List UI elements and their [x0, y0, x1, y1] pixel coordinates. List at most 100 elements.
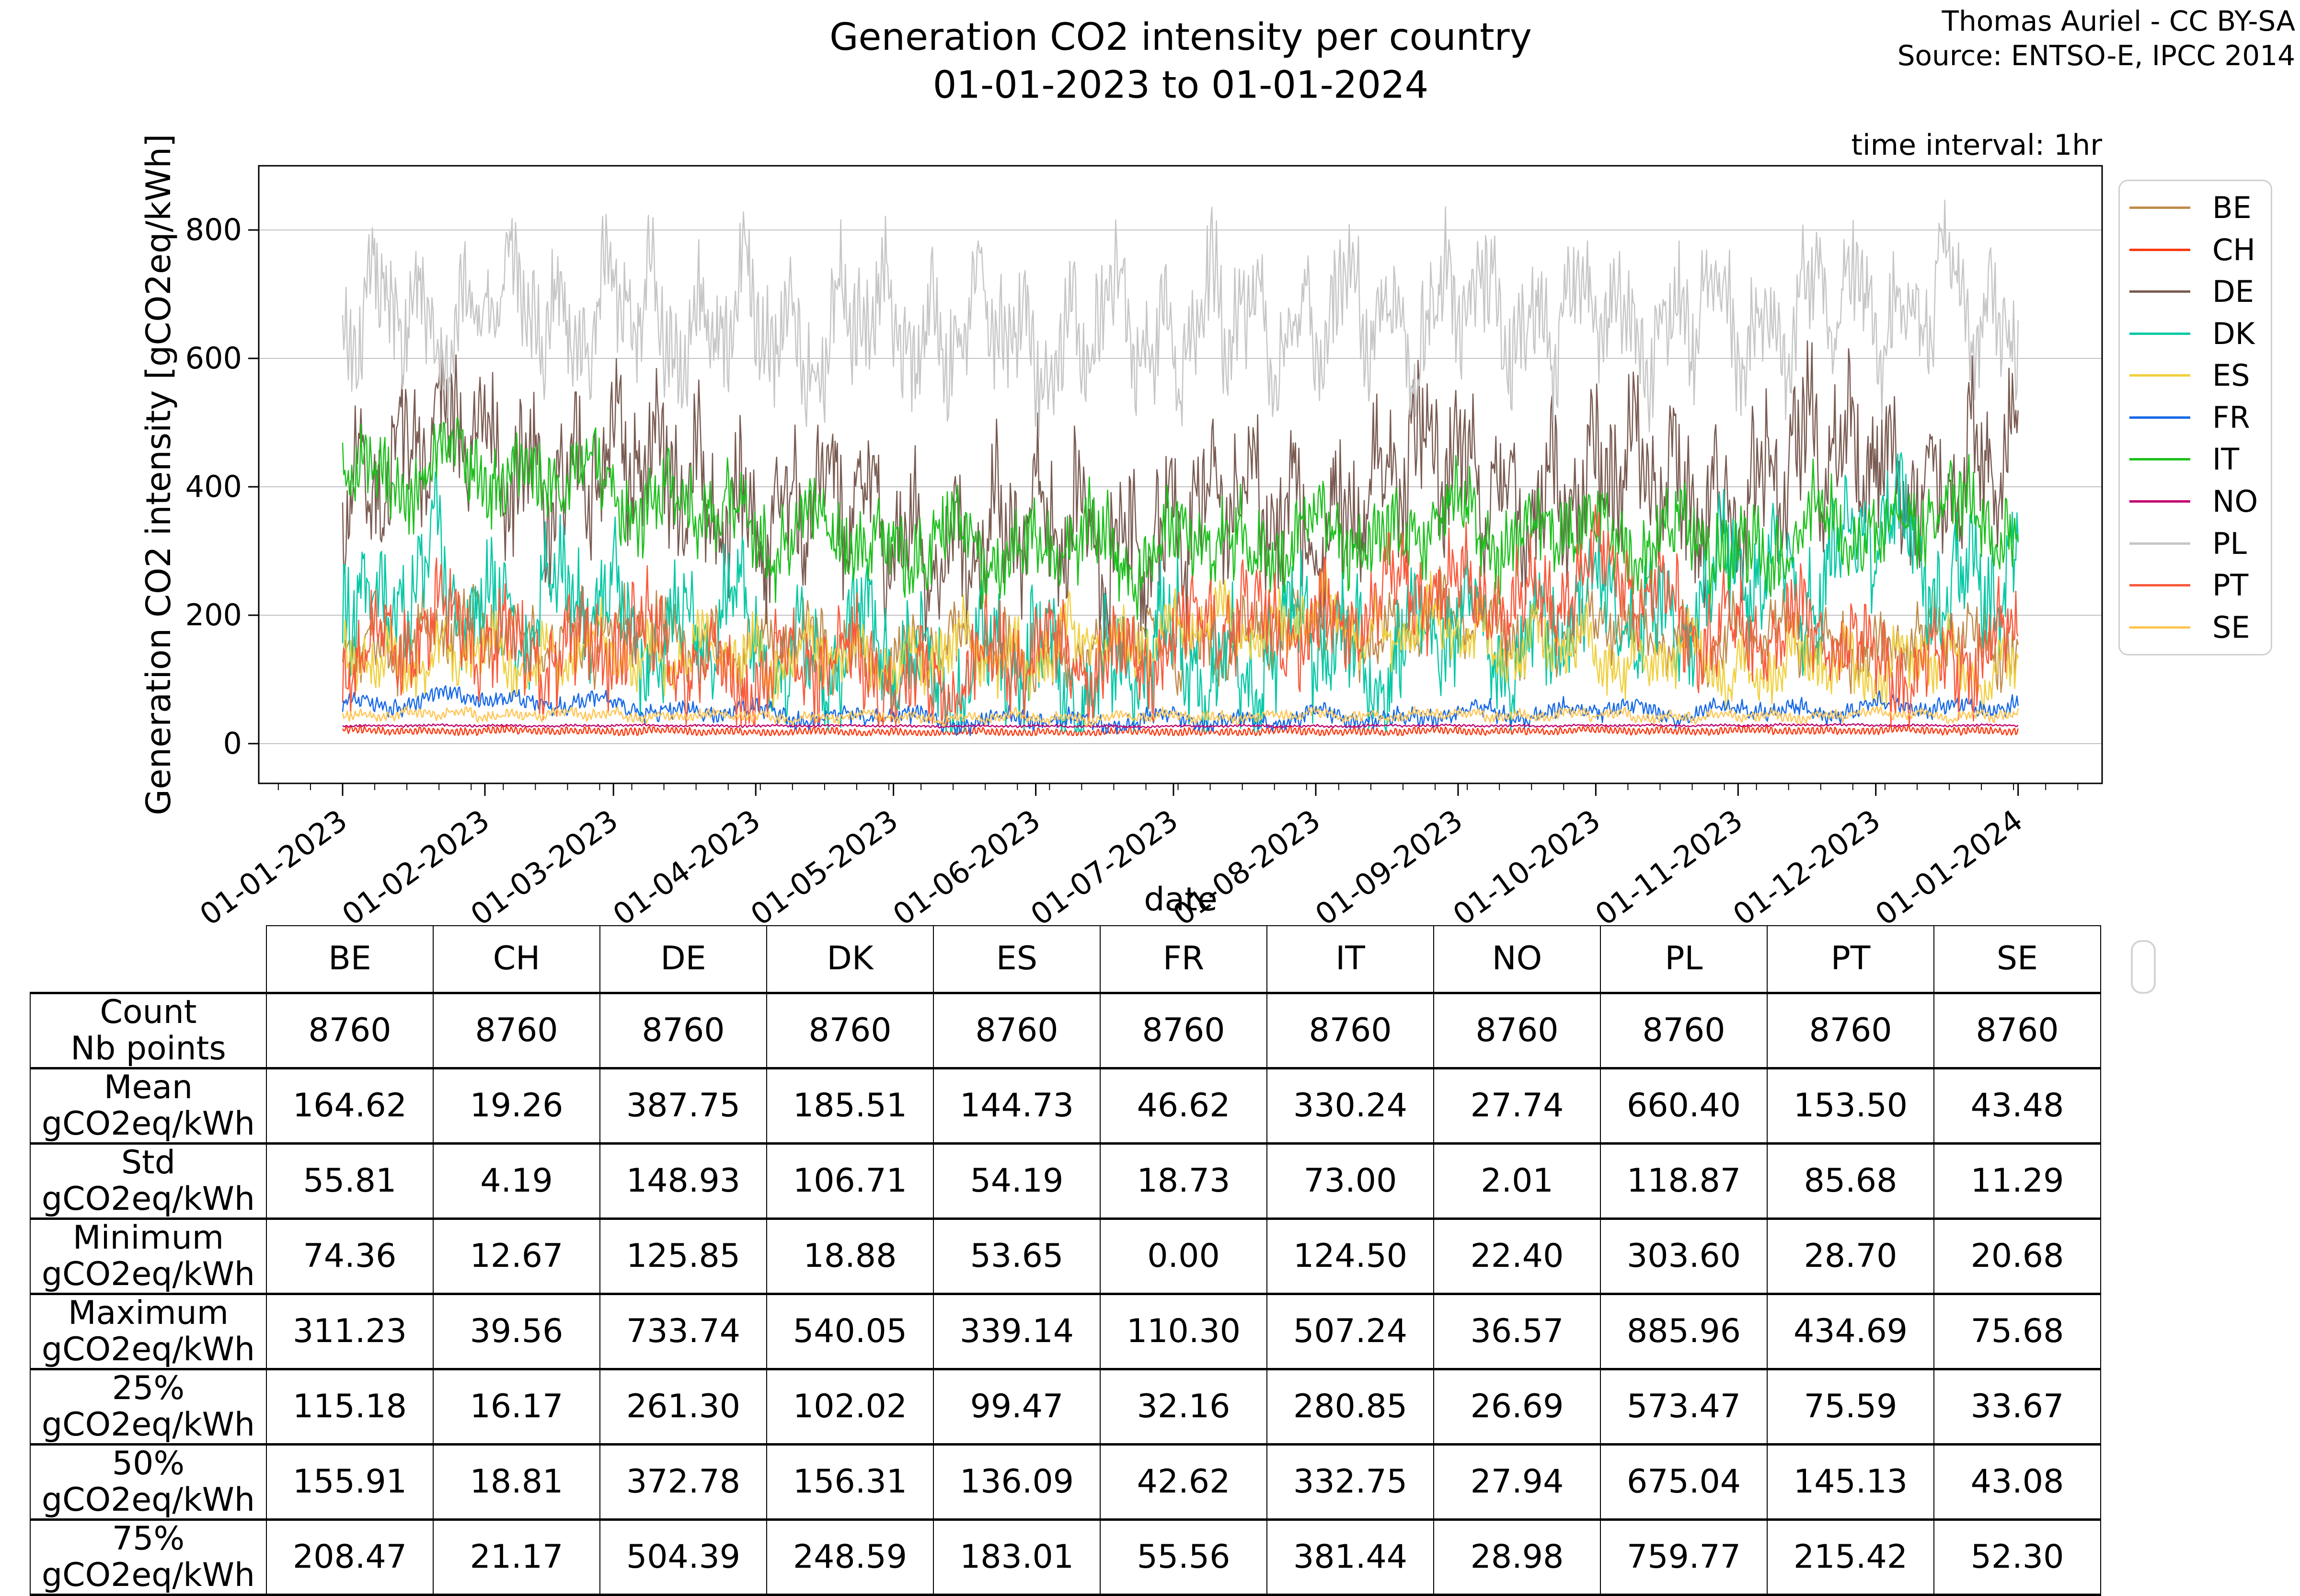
table-row: 50% gCO2eq/kWh 155.91 18.81 372.78 156.31 136.…: [30, 1443, 2101, 1521]
legend-item-DE: DE: [2120, 274, 2271, 309]
table-cell: 20.68: [1933, 1217, 2101, 1295]
legend-label: SE: [2212, 609, 2250, 645]
x-tick-label: 01-04-2023: [607, 803, 767, 932]
table-cell: 540.05: [766, 1292, 934, 1370]
x-tick-label: 01-12-2023: [1726, 803, 1886, 932]
table-cell: 18.81: [433, 1443, 600, 1521]
x-axis-ticks: 01-01-202301-02-202301-03-202301-04-2023…: [193, 783, 2079, 932]
table-cell: 43.08: [1933, 1443, 2101, 1521]
table-cell: 8760: [1100, 991, 1267, 1069]
legend-label: DK: [2212, 316, 2255, 351]
table-cell: 759.77: [1600, 1518, 1768, 1596]
legend-line-sample-DK: [2129, 332, 2190, 335]
table-cell: 54.19: [933, 1142, 1101, 1220]
row-label-line: gCO2eq/kWh: [41, 1180, 255, 1218]
series-lines: [342, 199, 2019, 736]
legend-item-NO: NO: [2120, 484, 2271, 519]
table-cell: 303.60: [1600, 1217, 1768, 1295]
row-label-line: Count: [100, 993, 197, 1031]
table-cell: 183.01: [933, 1518, 1101, 1596]
table-row: Mean gCO2eq/kWh 164.62 19.26 387.75 185.51 144…: [30, 1067, 2101, 1145]
table-cell: 145.13: [1767, 1443, 1934, 1521]
table-row: Maximum gCO2eq/kWh 311.23 39.56 733.74 540.05…: [30, 1292, 2101, 1370]
x-tick-label: 01-09-2023: [1309, 803, 1469, 932]
table-cell: 8760: [266, 991, 434, 1069]
legend-item-BE: BE: [2120, 190, 2271, 225]
table-cell: 2.01: [1433, 1142, 1601, 1220]
table-cell: 372.78: [599, 1443, 767, 1521]
table-cell: 11.29: [1933, 1142, 2101, 1220]
table-header-row: BE CH DE DK ES FR IT NO PL PT SE: [30, 925, 2101, 994]
table-row: Minimum gCO2eq/kWh 74.36 12.67 125.85 18.88 53…: [30, 1217, 2101, 1295]
series-line-DE: [342, 340, 2019, 664]
x-tick-label: 01-01-2024: [1869, 803, 2029, 932]
series-line-PL: [342, 199, 2019, 439]
x-tick-label: 01-11-2023: [1589, 803, 1749, 932]
table-cell: 248.59: [766, 1518, 934, 1596]
table-cell: 42.62: [1100, 1443, 1267, 1521]
table-cell: 22.40: [1433, 1217, 1601, 1295]
table-cell: 124.50: [1266, 1217, 1434, 1295]
legend-line-sample-BE: [2129, 207, 2190, 209]
row-label: Maximum gCO2eq/kWh: [30, 1292, 267, 1370]
column-header-CH: CH: [433, 925, 600, 994]
table-cell: 99.47: [933, 1367, 1101, 1446]
legend-label: PT: [2212, 568, 2249, 603]
legend-item-IT: IT: [2120, 442, 2271, 477]
table-cell: 504.39: [599, 1518, 767, 1596]
row-label: 25% gCO2eq/kWh: [30, 1367, 267, 1446]
attribution: Thomas Auriel - CC BY-SA Source: ENTSO-E…: [1898, 4, 2295, 73]
table-cell: 8760: [1767, 991, 1934, 1069]
corner-rounded-box: [2131, 940, 2156, 994]
column-header-DK: DK: [766, 925, 934, 994]
table-cell: 53.65: [933, 1217, 1101, 1295]
table-row: 25% gCO2eq/kWh 115.18 16.17 261.30 102.02 99.4…: [30, 1367, 2101, 1446]
table-cell: 330.24: [1266, 1067, 1434, 1145]
table-cell: 339.14: [933, 1292, 1101, 1370]
row-label: 50% gCO2eq/kWh: [30, 1443, 267, 1521]
x-tick-label: 01-10-2023: [1447, 803, 1607, 932]
table-cell: 208.47: [266, 1518, 434, 1596]
table-cell: 8760: [766, 991, 934, 1069]
table-cell: 75.68: [1933, 1292, 2101, 1370]
table-cell: 8760: [1433, 991, 1601, 1069]
x-tick-label: 01-06-2023: [886, 803, 1046, 932]
legend-label: FR: [2212, 400, 2250, 435]
legend-item-SE: SE: [2120, 610, 2271, 645]
table-cell: 55.81: [266, 1142, 434, 1220]
table-cell: 733.74: [599, 1292, 767, 1370]
time-interval-label: time interval: 1hr: [1851, 128, 2102, 162]
table-row: Std gCO2eq/kWh 55.81 4.19 148.93 106.71 54.19 1…: [30, 1142, 2101, 1220]
table-cell: 118.87: [1600, 1142, 1768, 1220]
table-cell: 4.19: [433, 1142, 600, 1220]
table-cell: 381.44: [1266, 1518, 1434, 1596]
figure-canvas: { "title": { "line1": "Generation CO2 in…: [30, 4, 2295, 1596]
y-tick-label: 200: [185, 597, 242, 632]
table-cell: 27.74: [1433, 1067, 1601, 1145]
y-tick-label: 600: [185, 341, 242, 376]
row-label-line: gCO2eq/kWh: [41, 1481, 255, 1519]
table-cell: 261.30: [599, 1367, 767, 1446]
column-header-ES: ES: [933, 925, 1101, 994]
table-cell: 8760: [1266, 991, 1434, 1069]
y-tick-label: 0: [223, 726, 242, 761]
table-cell: 27.94: [1433, 1443, 1601, 1521]
y-tick-label: 800: [185, 212, 242, 247]
table-cell: 115.18: [266, 1367, 434, 1446]
table-cell: 164.62: [266, 1067, 434, 1145]
series-line-IT: [342, 417, 2019, 620]
table-cell: 75.59: [1767, 1367, 1934, 1446]
attribution-source: Source: ENTSO-E, IPCC 2014: [1897, 39, 2295, 72]
table-cell: 434.69: [1767, 1292, 1934, 1370]
table-cell: 8760: [599, 991, 767, 1069]
legend-label: ES: [2212, 358, 2250, 393]
row-label: 75% gCO2eq/kWh: [30, 1518, 267, 1596]
chart-legend: BE CH DE DK ES FR IT NO PL PT SE: [2118, 180, 2272, 655]
legend-item-PT: PT: [2120, 568, 2271, 603]
x-tick-label: 01-05-2023: [744, 803, 904, 932]
legend-label: BE: [2212, 190, 2252, 226]
y-axis-ticks: 0 200 400 600 800: [185, 212, 259, 761]
table-cell: 16.17: [433, 1367, 600, 1446]
row-label: Minimum gCO2eq/kWh: [30, 1217, 267, 1295]
row-label-line: 50%: [112, 1444, 185, 1482]
